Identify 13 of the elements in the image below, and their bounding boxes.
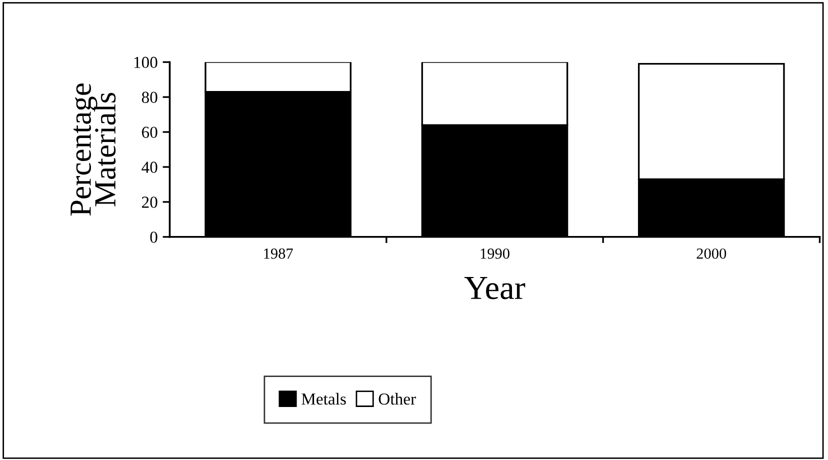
y-tick-label: 0 [150,232,158,243]
y-tick-label: 40 [142,162,158,173]
x-tick-label: 1987 [264,248,293,259]
x-tick-label: 1990 [480,248,510,259]
x-axis-title: Year [464,277,526,300]
y-tick-label: 20 [142,196,158,208]
y-axis-title: Percentage Materials [70,84,116,216]
y-tick-label: 80 [142,92,158,104]
legend-label: Other [378,392,416,405]
legend-label: Metals [302,392,346,405]
y-tick-label: 60 [142,126,158,138]
x-tick-label: 2000 [696,248,726,259]
y-tick-label: 100 [134,56,158,68]
